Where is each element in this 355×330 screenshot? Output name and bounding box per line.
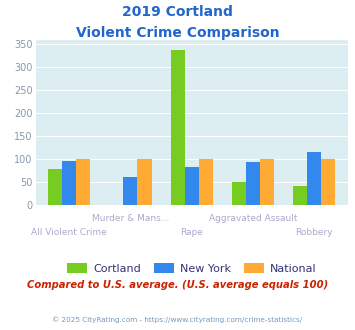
Text: Rape: Rape [180, 228, 203, 237]
Text: Murder & Mans...: Murder & Mans... [92, 214, 169, 223]
Bar [124, 177, 137, 205]
Bar [321, 159, 335, 205]
Bar [48, 169, 62, 205]
Bar [246, 162, 260, 205]
Text: Violent Crime Comparison: Violent Crime Comparison [76, 26, 279, 40]
Bar [293, 186, 307, 205]
Text: © 2025 CityRating.com - https://www.cityrating.com/crime-statistics/: © 2025 CityRating.com - https://www.city… [53, 317, 302, 323]
Text: All Violent Crime: All Violent Crime [31, 228, 107, 237]
Text: Robbery: Robbery [295, 228, 333, 237]
Bar [260, 159, 274, 205]
Legend: Cortland, New York, National: Cortland, New York, National [67, 263, 316, 274]
Text: 2019 Cortland: 2019 Cortland [122, 5, 233, 19]
Text: Aggravated Assault: Aggravated Assault [209, 214, 297, 223]
Bar [307, 152, 321, 205]
Bar [76, 159, 90, 205]
Bar [62, 161, 76, 205]
Bar [137, 159, 152, 205]
Bar [232, 182, 246, 205]
Text: Compared to U.S. average. (U.S. average equals 100): Compared to U.S. average. (U.S. average … [27, 280, 328, 290]
Bar [170, 50, 185, 205]
Bar [199, 159, 213, 205]
Bar [185, 167, 199, 205]
